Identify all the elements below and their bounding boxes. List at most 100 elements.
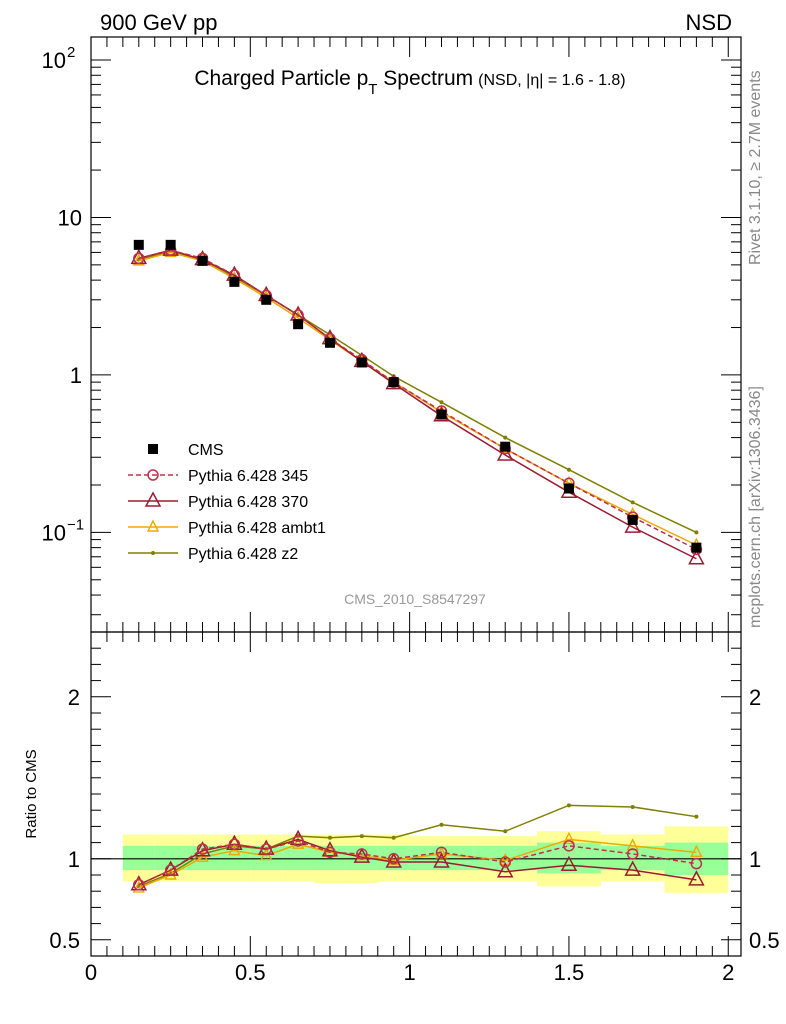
title-small: (NSD, |η| = 1.6 - 1.8) <box>478 72 625 89</box>
cms-point <box>691 542 702 553</box>
legend: CMS Pythia 6.428 345 Pythia 6.428 370 Pythi… <box>128 442 326 563</box>
series-point <box>133 252 145 265</box>
ratio-point <box>496 862 514 878</box>
band-inner-5 <box>282 845 315 871</box>
ratio-point <box>624 860 641 876</box>
ratio-point <box>562 831 576 845</box>
ratio-tick-label-left-2: 2 <box>68 685 80 710</box>
ratio-point <box>327 835 332 840</box>
ratio-point <box>133 878 145 891</box>
cms-point <box>388 377 399 388</box>
title-subscript: T <box>368 81 377 98</box>
y-tick-label-3: 10 <box>42 48 66 73</box>
ratio-point <box>688 870 705 886</box>
series-point <box>630 500 635 505</box>
x-tick-label-4: 2 <box>722 960 734 985</box>
series-point <box>503 435 508 440</box>
legend-marker-1 <box>147 469 159 481</box>
ratio-point <box>291 836 305 849</box>
chart-title: Charged Particle pT Spectrum (NSD, |η| = … <box>194 67 625 98</box>
y-tick-label-2: 10 <box>58 205 82 230</box>
legend-label-1: Pythia 6.428 345 <box>188 468 308 485</box>
ratio-tick-label-left-0: 0.5 <box>49 928 80 953</box>
cms-point <box>500 441 511 452</box>
band-inner-0 <box>122 845 155 871</box>
ratio-bands <box>122 826 729 893</box>
ratio-y-axis: 0.5 0.5 1 1 2 2 <box>49 647 780 953</box>
ratio-point <box>435 846 448 859</box>
main-series <box>130 239 705 565</box>
cms-point <box>165 239 176 250</box>
cms-point <box>356 357 367 368</box>
legend-label-2: Pythia 6.428 370 <box>188 494 308 511</box>
ratio-point <box>630 804 635 809</box>
cms-point <box>436 409 447 420</box>
ratio-point <box>694 814 699 819</box>
cms-point <box>133 239 144 250</box>
cms-point <box>627 514 638 525</box>
legend-marker-0 <box>148 444 158 454</box>
legend-label-0: CMS <box>188 442 224 459</box>
ratio-point <box>433 852 450 868</box>
ratio-line <box>138 840 697 886</box>
ratio-point <box>499 856 511 868</box>
ratio-point <box>563 840 575 852</box>
ratio-point <box>439 822 444 827</box>
y-tick-exponent-3: 2 <box>67 44 75 61</box>
series-point <box>439 400 444 405</box>
x-axis: 0 0.5 1 1.5 2 <box>85 37 734 985</box>
series-point <box>624 517 641 533</box>
ratio-tick-label-right-1: 1 <box>749 847 761 872</box>
ratio-point <box>196 843 209 855</box>
legend-marker-3 <box>146 519 160 532</box>
y-tick-label-1: 1 <box>70 363 82 388</box>
cms-point <box>324 337 335 348</box>
legend-label-3: Pythia 6.428 ambt1 <box>188 520 326 537</box>
ratio-point <box>356 848 368 860</box>
ratio-point <box>260 843 272 855</box>
legend-marker-4 <box>151 551 155 555</box>
ratio-point <box>164 864 177 876</box>
ratio-point <box>228 838 241 850</box>
ratio-series <box>130 803 705 893</box>
y-tick-label-0: 10 <box>42 520 66 545</box>
ratio-point <box>353 847 371 863</box>
ratio-point <box>387 853 400 865</box>
ratio-point <box>503 829 508 834</box>
ratio-point <box>385 852 402 868</box>
ratio-point <box>690 857 703 870</box>
cms-point <box>563 483 574 494</box>
ratio-point <box>626 838 639 851</box>
cms-point <box>293 319 304 330</box>
x-tick-label-2: 1 <box>404 960 416 985</box>
cms-point <box>229 276 240 287</box>
cms-point <box>197 255 208 266</box>
analysis-watermark: CMS_2010_S8547297 <box>344 591 486 607</box>
title-main: Charged Particle p <box>194 67 368 90</box>
x-tick-label-1: 0.5 <box>235 960 266 985</box>
ratio-point <box>560 855 578 872</box>
ratio-tick-label-left-1: 1 <box>68 847 80 872</box>
side-rivet: Rivet 3.1.10, ≥ 2.7M events <box>747 70 764 265</box>
header-right: NSD <box>686 10 732 35</box>
title-main2: Spectrum <box>377 67 473 90</box>
side-mcplots: mcplots.cern.ch [arXiv:1306.3436] <box>747 386 764 628</box>
y-tick-exponent-0: −1 <box>67 516 84 533</box>
header-left: 900 GeV pp <box>100 10 217 35</box>
series-point <box>496 445 514 461</box>
ratio-point <box>391 835 396 840</box>
x-tick-label-0: 0 <box>85 960 97 985</box>
band-inner-8 <box>377 845 410 871</box>
ratio-point <box>566 803 571 808</box>
ratio-point <box>359 834 364 839</box>
ratio-point <box>292 835 304 847</box>
legend-label-4: Pythia 6.428 z2 <box>188 546 298 563</box>
ratio-point <box>324 846 336 859</box>
series-line <box>138 250 697 534</box>
series-point <box>694 530 699 535</box>
series-point <box>566 467 571 472</box>
ratio-tick-label-right-2: 2 <box>749 685 761 710</box>
ratio-point <box>132 880 145 893</box>
main-plot-frame <box>90 36 742 633</box>
